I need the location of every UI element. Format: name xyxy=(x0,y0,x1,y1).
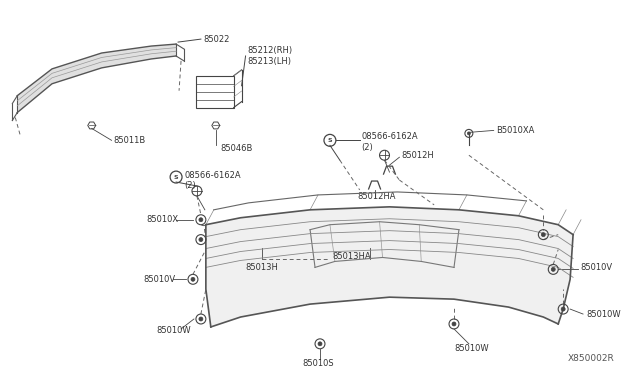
Circle shape xyxy=(199,317,203,321)
Circle shape xyxy=(199,218,203,222)
Text: 08566-6162A: 08566-6162A xyxy=(184,171,241,180)
Text: 85010W: 85010W xyxy=(156,326,191,336)
Text: 85010V: 85010V xyxy=(580,263,612,272)
Circle shape xyxy=(452,322,456,326)
Polygon shape xyxy=(17,44,176,113)
Circle shape xyxy=(318,342,322,346)
Text: S: S xyxy=(174,174,179,180)
Text: 85010V: 85010V xyxy=(143,275,175,284)
Polygon shape xyxy=(206,207,573,327)
Text: B5010XA: B5010XA xyxy=(495,126,534,135)
Circle shape xyxy=(199,238,203,241)
Text: 85013H: 85013H xyxy=(246,263,278,272)
Text: 85011B: 85011B xyxy=(113,136,146,145)
Circle shape xyxy=(561,307,565,311)
Text: (2): (2) xyxy=(184,180,196,189)
Circle shape xyxy=(551,267,556,271)
Text: 85010S: 85010S xyxy=(302,359,333,368)
Circle shape xyxy=(541,232,545,237)
Text: 85010X: 85010X xyxy=(147,215,179,224)
Text: 08566-6162A: 08566-6162A xyxy=(362,132,419,141)
Text: X850002R: X850002R xyxy=(568,354,615,363)
Text: 85010W: 85010W xyxy=(586,310,621,318)
Text: 85010W: 85010W xyxy=(454,344,488,353)
Bar xyxy=(196,76,234,108)
Text: 85046B: 85046B xyxy=(221,144,253,153)
Text: 85013HA: 85013HA xyxy=(332,252,371,261)
Text: (2): (2) xyxy=(362,143,373,152)
Text: 85012H: 85012H xyxy=(401,151,434,160)
Circle shape xyxy=(467,132,470,135)
Text: 85012HA: 85012HA xyxy=(358,192,396,201)
Text: 85022: 85022 xyxy=(203,35,229,44)
Text: S: S xyxy=(328,138,332,143)
Circle shape xyxy=(191,277,195,281)
Text: 85212(RH)
85213(LH): 85212(RH) 85213(LH) xyxy=(248,46,292,66)
